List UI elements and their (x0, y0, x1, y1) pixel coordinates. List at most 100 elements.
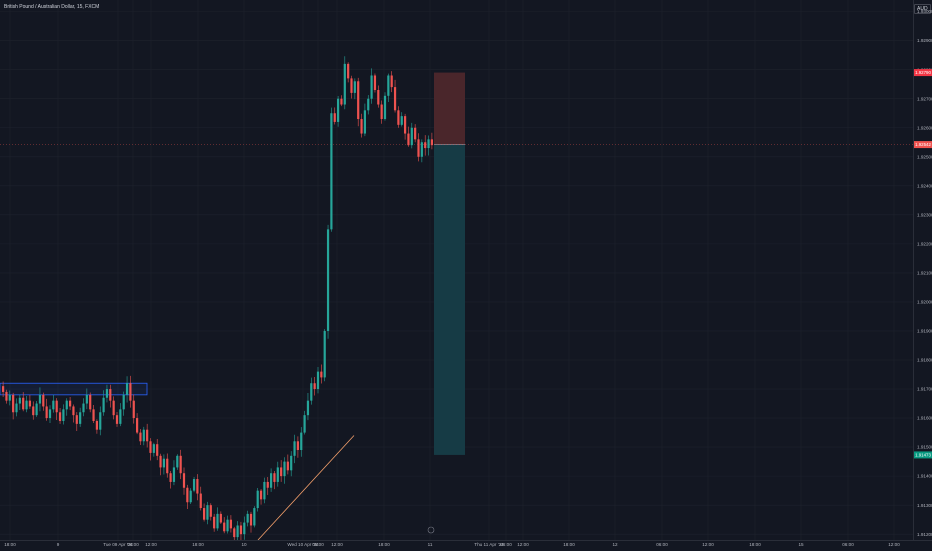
candle-body (353, 81, 356, 93)
candle-body (290, 455, 293, 471)
candle-body (45, 406, 48, 419)
candle-body (283, 461, 286, 477)
candle-body (310, 383, 313, 401)
candle-body (192, 479, 196, 491)
candle-body (146, 429, 149, 442)
candle-body (189, 490, 192, 503)
candle-body (25, 400, 28, 410)
candle-body (377, 90, 380, 105)
candle-body (390, 75, 393, 88)
candle-body (122, 394, 125, 410)
candle-body (2, 386, 5, 392)
candle-body (172, 467, 176, 482)
currency-label[interactable]: AUD (914, 4, 931, 14)
candle-body (239, 525, 243, 535)
candle-body (219, 513, 222, 523)
candle-body (293, 441, 296, 456)
candle-body (420, 142, 423, 157)
candle-body (383, 95, 387, 120)
stop-loss-zone (434, 72, 465, 145)
candle-body (112, 400, 115, 416)
candle-body (280, 467, 283, 477)
candle-body (370, 75, 373, 99)
candle-body (350, 78, 353, 93)
candle-body (270, 473, 273, 488)
candle-body (142, 429, 145, 442)
candle-body (156, 444, 159, 456)
candle-body (62, 409, 65, 421)
candle-body (22, 397, 25, 410)
candle-body (32, 406, 35, 416)
candle-body (152, 444, 155, 453)
candle-body (414, 127, 417, 140)
candle-body (347, 63, 350, 79)
candle-body (186, 487, 189, 503)
candle-body (387, 75, 390, 96)
candle-body (5, 391, 8, 401)
candle-body (119, 409, 122, 424)
candle-body (149, 441, 152, 453)
candle-body (273, 473, 276, 482)
candle-body (320, 371, 323, 378)
candle-body (286, 461, 289, 471)
candle-body (109, 389, 112, 401)
symbol-title: British Pound / Australian Dollar, 15, F… (4, 4, 100, 10)
candle-body (343, 63, 346, 105)
candle-body (89, 394, 92, 410)
candle-body (313, 383, 316, 390)
candle-body (196, 479, 199, 494)
candle-body (85, 394, 88, 404)
candle-body (38, 394, 42, 404)
candle-body (333, 113, 336, 122)
candle-body (82, 403, 85, 413)
candle-body (99, 412, 102, 430)
candle-body (129, 383, 132, 401)
candle-body (259, 490, 263, 500)
candle-body (256, 490, 259, 509)
candle-body (367, 98, 370, 111)
candle-body (92, 409, 95, 421)
candle-body (407, 133, 410, 146)
candle-body (243, 522, 246, 535)
candle-body (246, 513, 249, 523)
candle-body (410, 127, 413, 146)
candle-body (72, 406, 75, 416)
candle-body (303, 415, 306, 433)
candle-body (102, 397, 105, 413)
candle-body (249, 513, 253, 526)
take-profit-zone (434, 144, 465, 455)
candle-body (8, 394, 11, 401)
candle-body (18, 397, 21, 404)
candle-body (397, 110, 400, 125)
candle-body (393, 87, 397, 111)
candle-body (427, 139, 430, 149)
candle-body (296, 441, 299, 450)
candle-body (363, 110, 366, 134)
candle-body (404, 116, 407, 134)
time-scale[interactable] (0, 540, 932, 551)
trendline (257, 435, 355, 541)
candle-body (417, 139, 420, 157)
candle-body (337, 98, 340, 122)
candle-body (216, 513, 219, 529)
candle-body (139, 432, 142, 442)
price-scale[interactable] (913, 0, 932, 540)
candle-body (213, 516, 216, 529)
candle-body (229, 519, 232, 529)
candle-body (266, 481, 269, 488)
candle-body (206, 505, 209, 520)
candle-body (95, 420, 98, 430)
candle-body (380, 104, 383, 120)
candle-body (55, 400, 58, 413)
candle-body (15, 403, 18, 413)
candle-body (159, 455, 162, 468)
candle-body (12, 394, 15, 413)
candle-body (424, 142, 427, 149)
candle-body (236, 525, 239, 538)
candle-body (28, 400, 31, 407)
candle-body (400, 116, 403, 125)
candle-body (105, 389, 109, 398)
candle-body (209, 505, 212, 517)
